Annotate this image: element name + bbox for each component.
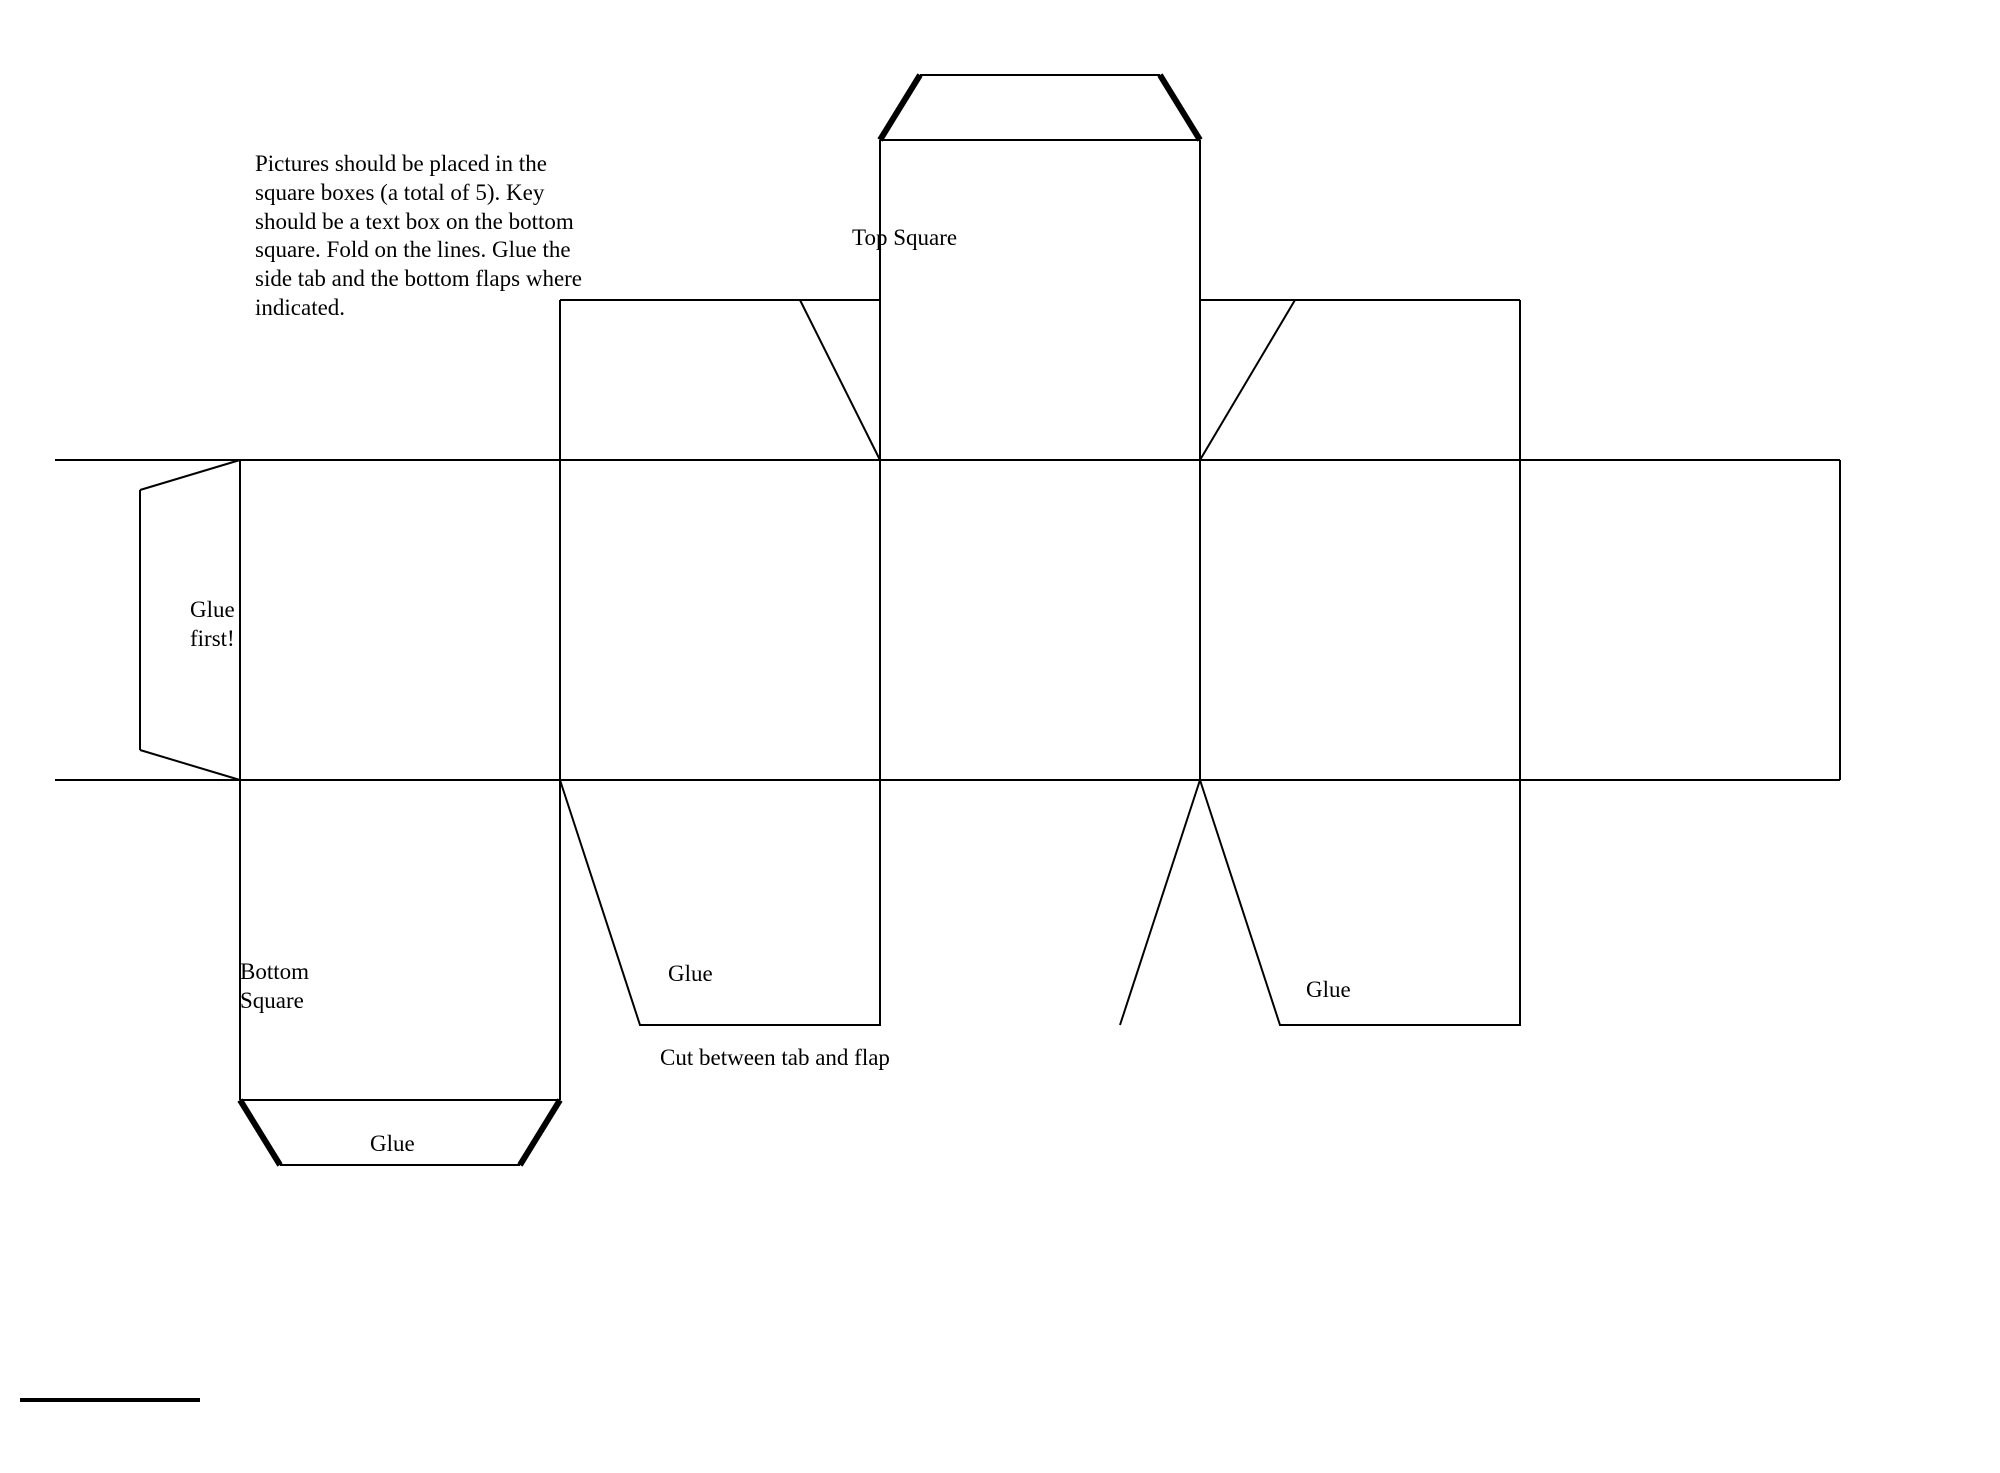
instructions-text: Pictures should be placed in the square … [255, 150, 615, 323]
cube-net-diagram: Pictures should be placed in the square … [0, 0, 2000, 1473]
bottom-square-label: Bottom Square [240, 958, 309, 1016]
cut-note-label: Cut between tab and flap [660, 1044, 890, 1073]
glue-flap1-label: Glue [668, 960, 713, 989]
top-square-label: Top Square [852, 224, 957, 253]
glue-flap3-label: Glue [1306, 976, 1351, 1005]
glue-bottom-tab-label: Glue [370, 1130, 415, 1159]
glue-first-label: Glue first! [190, 596, 235, 654]
